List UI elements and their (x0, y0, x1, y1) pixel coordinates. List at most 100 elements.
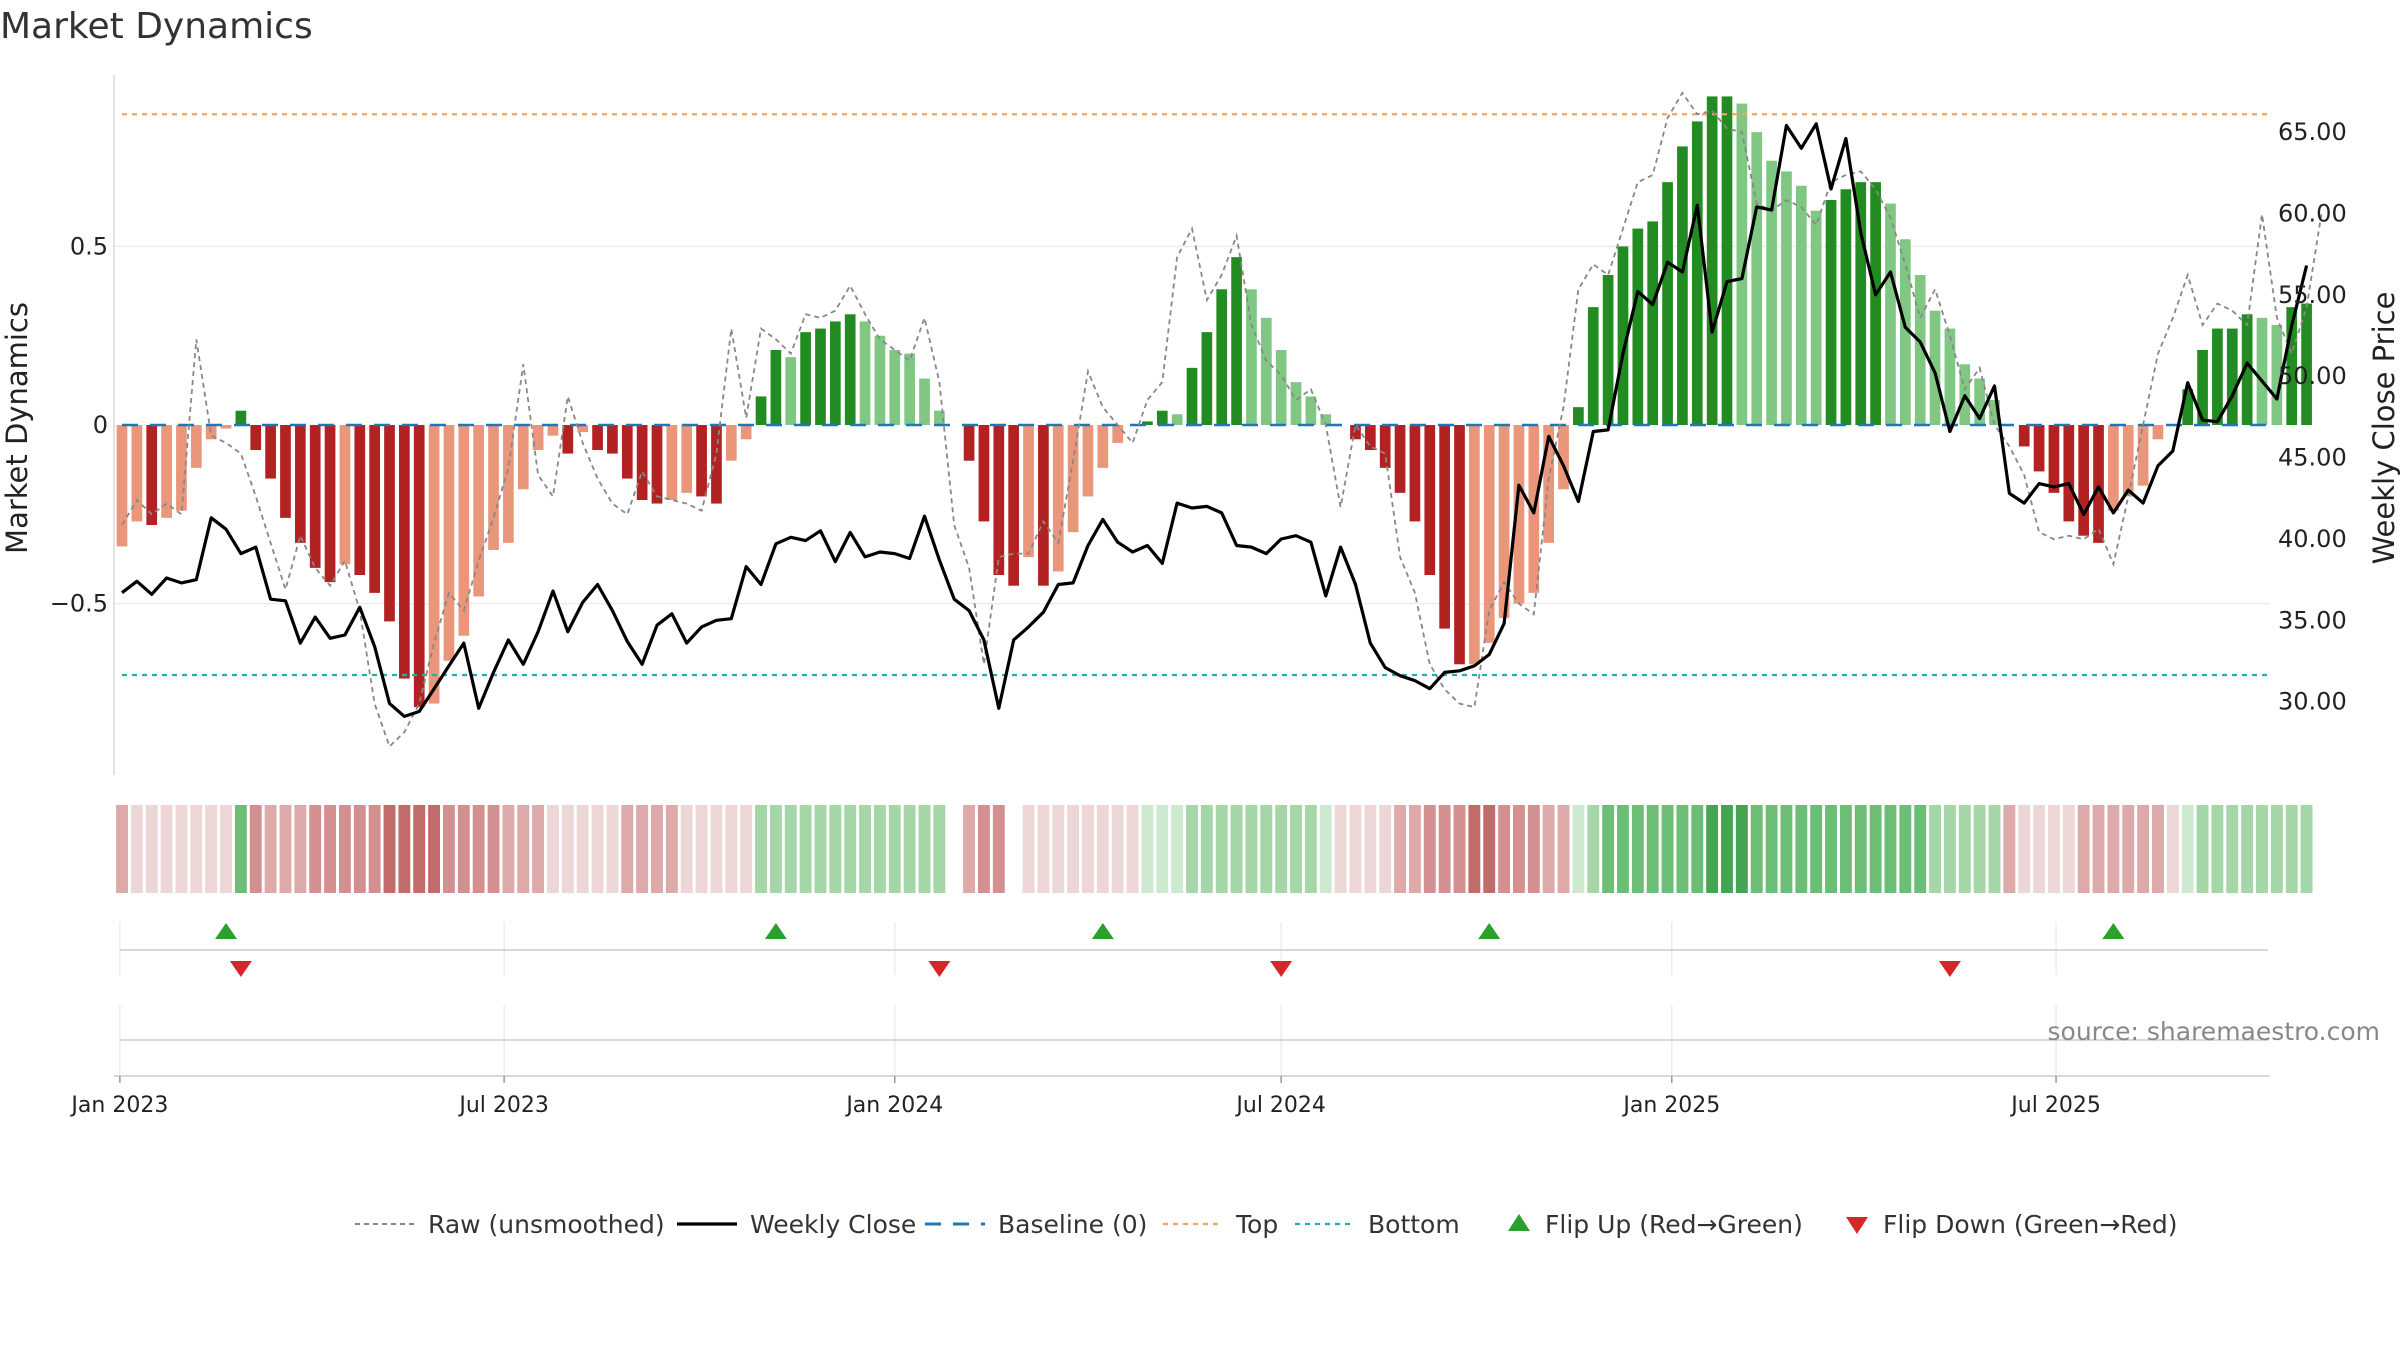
dynamics-bar (1974, 378, 1985, 425)
dynamics-bar (2078, 425, 2090, 536)
dynamics-bar (2197, 350, 2208, 425)
flip-down-marker (1938, 961, 1961, 977)
dynamics-bar (294, 425, 306, 543)
dynamics-bar (1483, 425, 1495, 643)
band-cell (2107, 805, 2120, 893)
dynamics-bar (1647, 221, 1659, 425)
dynamics-bar (2271, 325, 2283, 425)
x-tick-label: Jan 2023 (69, 1093, 168, 1118)
band-cell (1260, 805, 1273, 893)
band-cell (829, 805, 842, 893)
band-cell (502, 805, 515, 893)
legend: Raw (unsmoothed) Weekly Close Baseline (0)… (355, 1210, 2178, 1239)
band-cell (1245, 805, 1258, 893)
band-cell (2256, 805, 2268, 893)
band-cell (2166, 805, 2179, 893)
band-cell (1780, 805, 1793, 893)
flip-down-marker (229, 961, 252, 977)
band-cell (1602, 805, 1615, 893)
dynamics-bar (1409, 425, 1421, 522)
dynamics-bar (428, 425, 440, 704)
band-cell (1958, 805, 1971, 893)
dynamics-bar (517, 425, 529, 490)
right-tick-label: 30.00 (2278, 688, 2347, 716)
right-tick-label: 35.00 (2278, 606, 2347, 634)
dynamics-bar (384, 425, 395, 622)
band-cell (1973, 805, 1986, 893)
band-cell (1706, 805, 1719, 893)
dynamics-bar (919, 378, 930, 425)
dynamics-bar (770, 350, 782, 425)
band-cell (2092, 805, 2105, 893)
band-cell (487, 805, 500, 893)
dynamics-bar (131, 425, 143, 522)
band-cell (2196, 805, 2209, 893)
band-cell (2077, 805, 2090, 893)
right-tick-label: 60.00 (2278, 199, 2347, 227)
dynamics-bar (1736, 103, 1748, 426)
legend-item: Top (1163, 1210, 1278, 1239)
dynamics-bar (280, 425, 291, 518)
dynamics-bar (176, 425, 187, 511)
band-cell (2181, 805, 2194, 893)
dynamics-bar (265, 425, 276, 479)
band-cell (1929, 805, 1941, 893)
band-cell (665, 805, 678, 893)
dynamics-bar (755, 396, 767, 425)
weekly-close-line (121, 122, 2309, 719)
color-band (116, 805, 2313, 893)
band-cell (1394, 805, 1406, 893)
dynamics-bar (1632, 228, 1644, 425)
legend-label: Flip Down (Green→Red) (1883, 1210, 2178, 1239)
dynamics-bar (1617, 246, 1629, 425)
band-cell (532, 805, 545, 893)
dynamics-bar (844, 314, 856, 425)
dynamics-bar (473, 425, 485, 597)
dynamics-bar (1171, 414, 1183, 425)
dynamics-bar (547, 425, 559, 436)
dynamics-bar (2018, 425, 2030, 447)
band-cell (755, 805, 767, 893)
dynamics-bar (2033, 425, 2045, 472)
band-cell (249, 805, 262, 893)
dynamics-bar (1810, 210, 1822, 425)
dynamics-bar (250, 425, 262, 450)
band-cell (116, 805, 128, 893)
legend-label: Baseline (0) (998, 1210, 1147, 1239)
dynamics-bar (1350, 425, 1361, 440)
band-cell (978, 805, 990, 893)
dynamics-bar (904, 353, 915, 425)
band-cell (651, 805, 663, 893)
dynamics-bar (1662, 182, 1673, 425)
dynamics-bar (1008, 425, 1020, 586)
dynamics-bar (354, 425, 366, 575)
band-cell (1854, 805, 1867, 893)
band-cell (1082, 805, 1094, 893)
dynamics-bar (1929, 310, 1941, 425)
band-cell (2300, 805, 2313, 893)
band-cell (1914, 805, 1927, 893)
band-cell (2122, 805, 2135, 893)
dynamics-bar (1067, 425, 1079, 533)
band-cell (1825, 805, 1837, 893)
dynamics-bar (1023, 425, 1034, 558)
right-tick-label: 40.00 (2278, 525, 2347, 553)
band-cell (2018, 805, 2031, 893)
band-cell (1795, 805, 1808, 893)
band-cell (1661, 805, 1674, 893)
flip-up-marker (2102, 923, 2125, 939)
dynamics-bar (309, 425, 321, 568)
band-cell (309, 805, 322, 893)
dynamics-bar (399, 425, 410, 679)
dynamics-bar (161, 425, 172, 518)
chart-title: Market Dynamics (0, 6, 313, 47)
band-cell (324, 805, 336, 893)
dynamics-bar (1543, 425, 1555, 543)
band-cell (814, 805, 827, 893)
legend-item: Weekly Close (677, 1210, 916, 1239)
band-cell (2048, 805, 2060, 893)
legend-swatch (1508, 1214, 1530, 1231)
dynamics-bar (607, 425, 618, 454)
band-cell (888, 805, 901, 893)
dynamics-bar (1677, 146, 1688, 425)
